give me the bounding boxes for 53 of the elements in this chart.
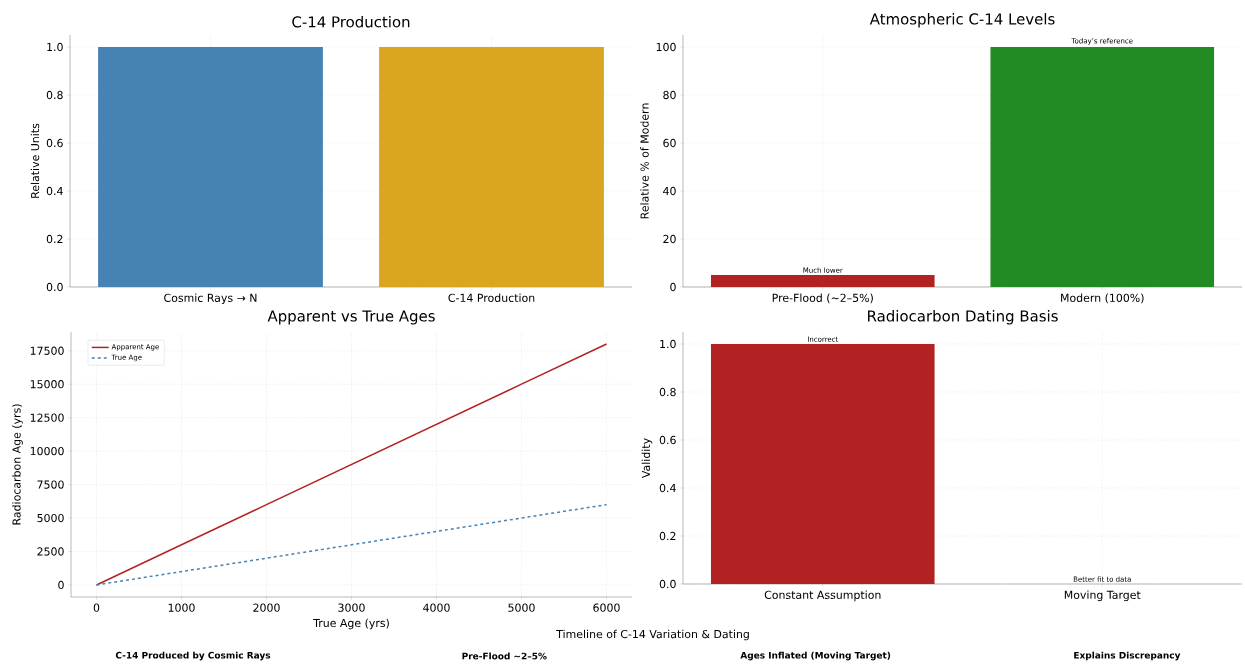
y-tick-label: 0.0	[46, 282, 63, 292]
y-tick-label: 17500	[30, 346, 64, 355]
x-tick-label: Moving Target	[1064, 590, 1141, 602]
y-tick-label: 1.0	[660, 339, 676, 349]
x-tick-label: 3000	[338, 603, 365, 612]
x-tick-label: C-14 Production	[448, 293, 535, 302]
y-tick-label: 7500	[37, 480, 64, 489]
y-axis-title: Radiocarbon Age (yrs)	[12, 404, 23, 525]
x-tick-label: Constant Assumption	[764, 590, 881, 602]
x-tick-label: Cosmic Rays → N	[164, 293, 257, 305]
y-axis-title: Relative % of Modern	[640, 103, 649, 219]
y-axis-title: Validity	[641, 438, 653, 479]
y-tick-label: 80	[663, 90, 676, 100]
y-tick-label: 0.2	[659, 531, 676, 541]
chart-title: Apparent vs True Ages	[267, 310, 435, 325]
y-tick-label: 100	[656, 42, 676, 52]
y-tick-label: 0.6	[46, 138, 63, 148]
y-tick-label: 5000	[37, 513, 64, 523]
x-tick-label: Pre-Flood (~2–5%)	[772, 293, 873, 304]
y-tick-label: 10000	[30, 446, 64, 456]
y-tick-label: 0.6	[659, 435, 676, 445]
y-tick-label: 2500	[37, 547, 64, 556]
y-axis-title: Relative Units	[30, 123, 40, 198]
y-tick-label: 60	[663, 138, 676, 148]
y-tick-label: 0.2	[46, 234, 63, 244]
y-tick-label: 0.8	[46, 90, 63, 100]
chart-title: C-14 Production	[292, 15, 410, 28]
x-tick-label: 0	[93, 603, 100, 612]
y-tick-label: 40	[663, 186, 676, 196]
x-tick-label: 1000	[168, 603, 195, 612]
x-tick-label: 5000	[508, 603, 535, 612]
text: Pre-Flood ~2–5%	[462, 652, 547, 660]
text: Timeline of C-14 Variation & Dating	[556, 629, 749, 641]
y-tick-label: 15000	[30, 380, 64, 389]
x-axis-title: True Age (yrs)	[313, 618, 389, 630]
y-tick-label: 20	[663, 234, 676, 244]
y-tick-label: 1.0	[47, 42, 63, 52]
text: Explains Discrepancy	[1074, 651, 1181, 661]
y-tick-label: 0	[670, 282, 676, 292]
x-tick-label: 4000	[423, 603, 450, 612]
x-tick-label: 6000	[593, 603, 620, 612]
x-tick-label: Modern (100%)	[1061, 293, 1144, 304]
chart-title: Atmospheric C-14 Levels	[869, 13, 1055, 28]
y-tick-label: 0.4	[46, 186, 63, 196]
y-tick-label: 12500	[30, 413, 64, 422]
x-tick-label: 2000	[253, 603, 280, 612]
chart-title: Radiocarbon Dating Basis	[868, 310, 1058, 325]
y-tick-label: 0.4	[659, 483, 676, 493]
y-tick-label: 0.0	[659, 579, 676, 589]
text: C-14 Produced by Cosmic Rays	[115, 651, 271, 661]
text: Ages Inflated (Moving Target)	[740, 651, 891, 661]
y-tick-label: 0	[58, 580, 64, 590]
y-tick-label: 0.8	[659, 387, 676, 397]
